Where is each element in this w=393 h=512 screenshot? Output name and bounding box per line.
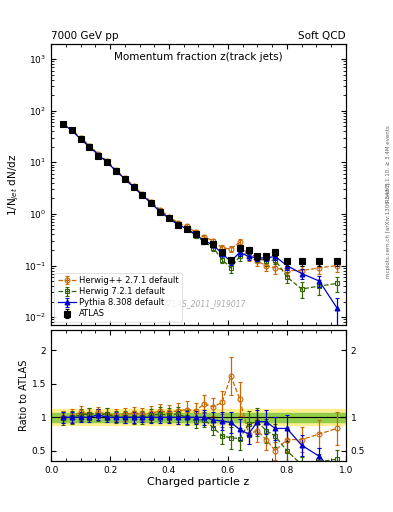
Text: Soft QCD: Soft QCD [298,31,346,41]
Text: ATLAS_2011_I919017: ATLAS_2011_I919017 [163,299,246,308]
Y-axis label: Ratio to ATLAS: Ratio to ATLAS [19,360,29,431]
Text: mcplots.cern.ch [arXiv:1306.3436]: mcplots.cern.ch [arXiv:1306.3436] [386,183,391,278]
Legend: Herwig++ 2.7.1 default, Herwig 7.2.1 default, Pythia 8.308 default, ATLAS: Herwig++ 2.7.1 default, Herwig 7.2.1 def… [54,273,182,322]
Text: Rivet 3.1.10, ≥ 3.4M events: Rivet 3.1.10, ≥ 3.4M events [386,125,391,202]
X-axis label: Charged particle z: Charged particle z [147,477,250,487]
Text: 7000 GeV pp: 7000 GeV pp [51,31,119,41]
Y-axis label: 1/N$_{jet}$ dN/dz: 1/N$_{jet}$ dN/dz [7,153,21,216]
Text: Momentum fraction z(track jets): Momentum fraction z(track jets) [114,52,283,62]
